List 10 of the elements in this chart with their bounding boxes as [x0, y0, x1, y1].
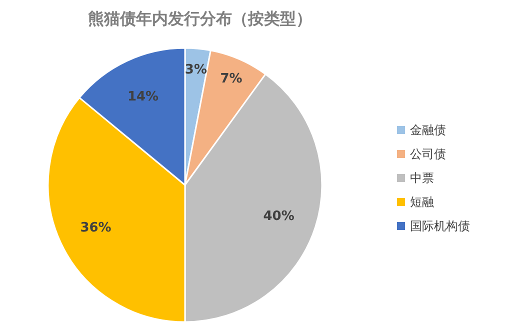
data-label: 40% — [263, 209, 294, 224]
chart-title: 熊猫债年内发行分布（按类型） — [88, 9, 312, 28]
legend-label: 公司债 — [410, 147, 446, 162]
data-label: 7% — [220, 72, 242, 87]
legend-label: 中票 — [410, 171, 434, 186]
legend-label: 国际机构债 — [410, 219, 470, 234]
legend-label: 短融 — [410, 195, 434, 210]
legend-label: 金融债 — [410, 123, 446, 138]
data-label: 36% — [80, 220, 112, 236]
data-label: 14% — [127, 89, 159, 104]
